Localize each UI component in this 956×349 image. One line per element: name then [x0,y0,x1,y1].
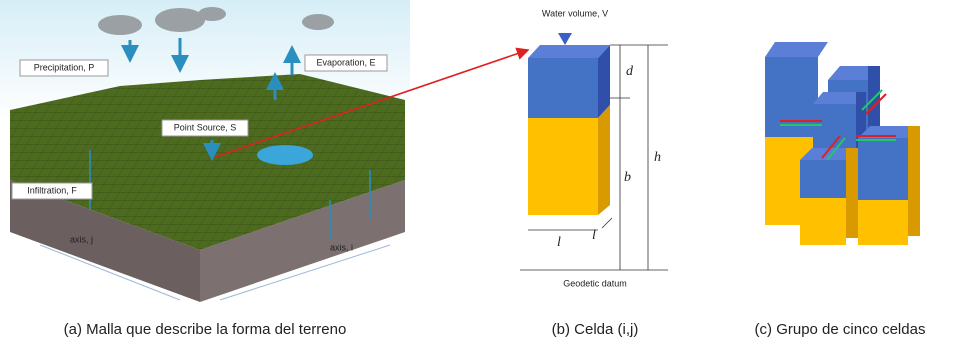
caption: (a) Malla que describe la forma del terr… [64,321,347,338]
caption: (c) Grupo de cinco celdas [755,321,926,338]
label: Precipitation, P [34,62,95,72]
soil-block [528,118,598,215]
label: Evaporation, E [316,57,375,67]
cell-top [528,45,610,58]
label: Water volume, V [542,8,608,18]
label: l [592,228,596,243]
label: b [624,170,631,185]
lake [257,145,313,165]
water-block [528,58,598,118]
terrain-panel: Precipitation, P Evaporation, E Point So… [0,0,528,302]
cell [858,126,920,245]
caption: (b) Celda (i,j) [552,321,639,338]
label: l [557,235,561,250]
label: h [654,150,661,165]
label: Infiltration, F [27,185,77,195]
label: Geodetic datum [563,278,627,288]
cells-group-panel [765,42,920,245]
label: d [626,64,634,79]
volume-marker [558,33,572,45]
label: Point Source, S [174,122,237,132]
cell-side [598,105,610,215]
figure: Precipitation, P Evaporation, E Point So… [0,0,956,349]
label: axis, j [70,234,93,244]
label: axis, i [330,242,353,252]
cell [800,148,858,245]
cell-panel: Water volume, V d b h l l Geodetic datum [520,8,668,288]
